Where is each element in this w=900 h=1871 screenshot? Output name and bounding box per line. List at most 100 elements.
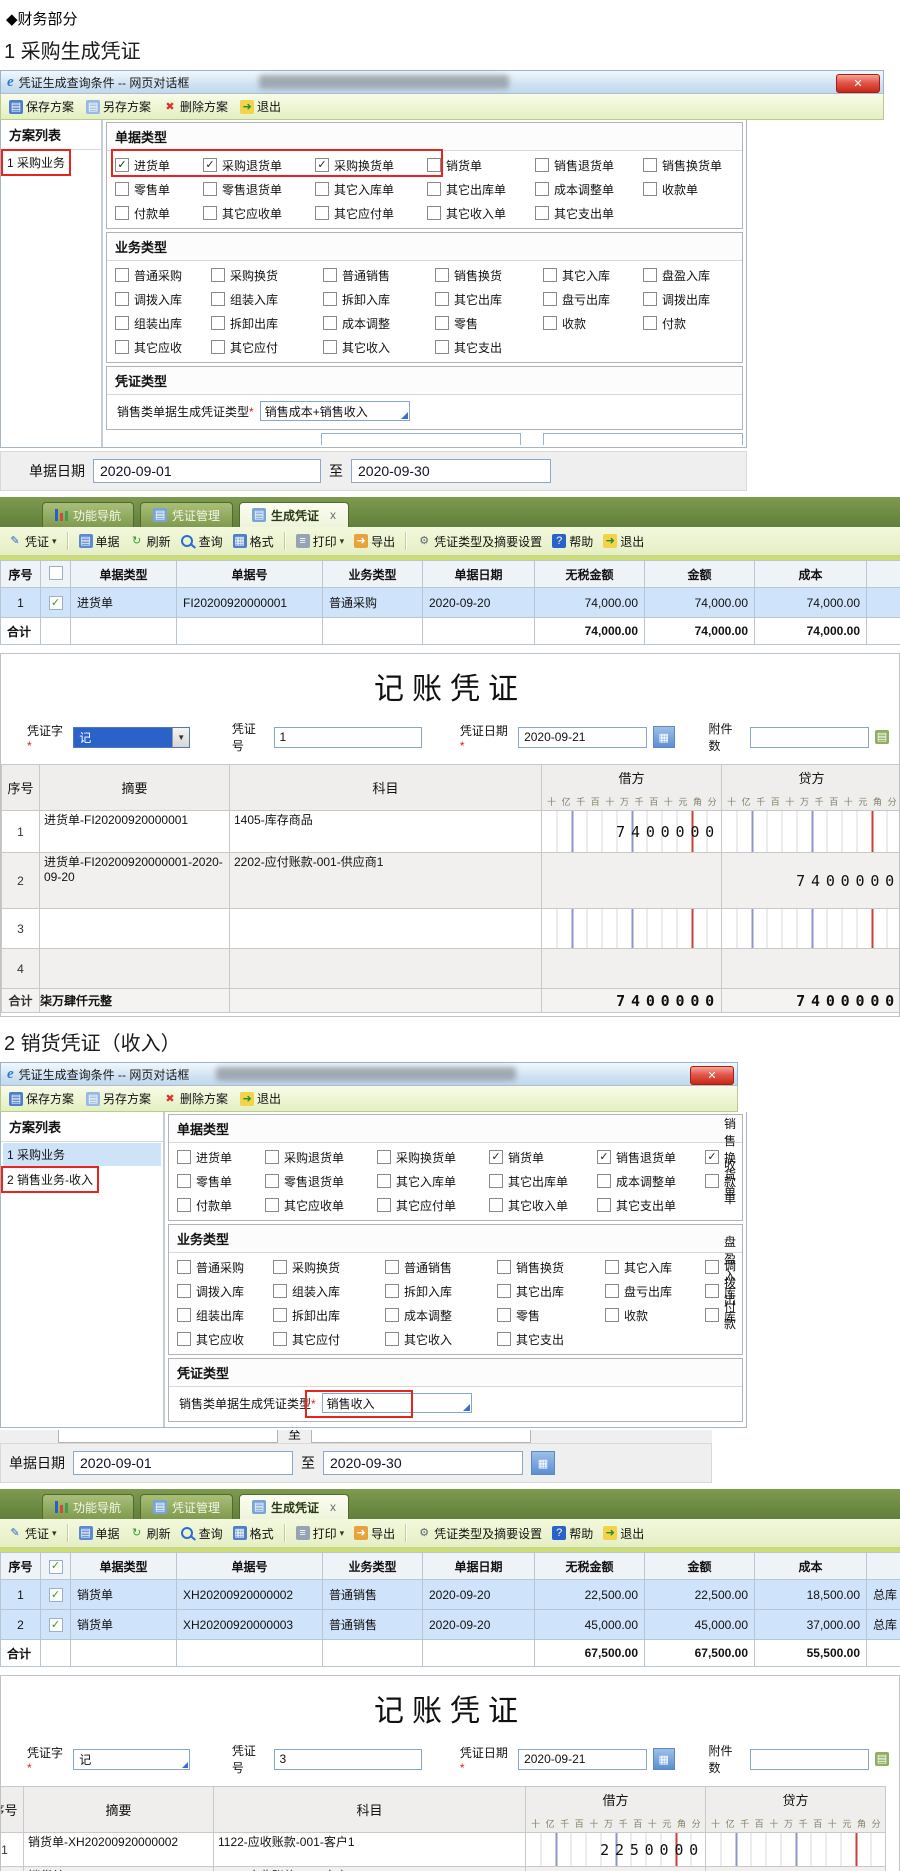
checkbox[interactable] xyxy=(211,340,225,354)
biz-type-option[interactable]: 调拨出库 xyxy=(704,1259,736,1324)
doc-type-option[interactable]: 其它支出单 xyxy=(596,1195,705,1215)
checkbox[interactable] xyxy=(496,1260,511,1274)
exit-button[interactable]: ➜ 退出 xyxy=(603,1525,644,1542)
biz-type-option[interactable]: 组装出库 xyxy=(176,1305,273,1325)
biz-type-option[interactable]: 采购换货 xyxy=(272,1257,385,1277)
doc-type-option[interactable]: 零售单 xyxy=(176,1171,265,1191)
doc-type-option[interactable]: 其它应付单 xyxy=(315,203,427,223)
voucher-word-select[interactable]: 记 ▼ xyxy=(73,726,191,748)
checkbox[interactable] xyxy=(435,340,449,354)
voucher-row[interactable]: 2 进货单-FI20200920000001-2020-09-20 2202-应付账… xyxy=(1,852,899,909)
tab-凭证管理[interactable]: ▤ 凭证管理 xyxy=(140,502,234,527)
checkbox[interactable] xyxy=(323,292,337,306)
checkbox[interactable] xyxy=(384,1284,399,1298)
doc-type-option[interactable]: ✓ 销货单 xyxy=(488,1147,597,1167)
checkbox[interactable] xyxy=(643,268,657,282)
doc-type-option[interactable]: ✓ 采购换货单 xyxy=(315,155,427,175)
checkbox[interactable] xyxy=(427,158,441,172)
biz-type-option[interactable]: 其它出库 xyxy=(435,289,543,309)
checkbox[interactable] xyxy=(488,1174,503,1188)
select-all-checkbox[interactable]: ✓ xyxy=(48,1559,63,1574)
checkbox[interactable] xyxy=(323,340,337,354)
checkbox[interactable] xyxy=(427,206,441,220)
voucher-row[interactable]: 3 xyxy=(1,908,899,949)
voucher-type-select[interactable]: 销售收入 xyxy=(321,1393,472,1413)
biz-type-option[interactable]: 调拨入库 xyxy=(115,289,211,309)
checkbox[interactable] xyxy=(543,292,557,306)
biz-type-option[interactable]: 调拨入库 xyxy=(176,1281,273,1301)
checkbox[interactable] xyxy=(376,1198,391,1212)
checkbox[interactable] xyxy=(643,316,657,330)
checkbox[interactable] xyxy=(496,1284,511,1298)
biz-type-option[interactable]: 其它支出 xyxy=(435,337,543,357)
document-button[interactable]: ▤ 单据 xyxy=(78,1525,120,1542)
voucher-no-input[interactable]: 1 xyxy=(273,726,423,748)
biz-type-option[interactable]: 零售 xyxy=(435,313,543,333)
table-row[interactable]: 1 ✓ 销货单 XH20200920000002 普通销售 2020-09-20 22,50… xyxy=(0,1579,900,1610)
checkbox[interactable] xyxy=(176,1284,191,1298)
close-button[interactable]: ✕ xyxy=(836,74,880,93)
delete-scheme-button[interactable]: ✖ 删除方案 xyxy=(163,98,228,115)
doc-type-option[interactable]: 其它应付单 xyxy=(376,1195,489,1215)
doc-type-option[interactable]: 其它应收单 xyxy=(203,203,315,223)
checkbox[interactable] xyxy=(535,206,549,220)
checkbox[interactable] xyxy=(203,206,217,220)
voucher-row[interactable]: 2销货单-XH202009200000031122-应收账款-002-客户245… xyxy=(1,1866,886,1871)
checkbox[interactable] xyxy=(176,1198,191,1212)
checkbox[interactable] xyxy=(211,316,225,330)
refresh-button[interactable]: ↻ 刷新 xyxy=(130,1525,171,1542)
date-from-input[interactable]: 2020-09-01 xyxy=(73,1451,293,1475)
voucher-row[interactable]: 4 xyxy=(1,948,899,989)
select-all-checkbox[interactable] xyxy=(48,565,63,580)
biz-type-option[interactable]: 盘亏出库 xyxy=(604,1281,705,1301)
checkbox[interactable] xyxy=(115,316,129,330)
search-button[interactable]: 查询 xyxy=(180,533,223,550)
biz-type-option[interactable]: 盘亏出库 xyxy=(543,289,643,309)
doc-type-option[interactable]: 收款单 xyxy=(643,179,736,199)
checkbox[interactable] xyxy=(596,1174,611,1188)
checkbox[interactable] xyxy=(643,158,657,172)
row-checkbox[interactable]: ✓ xyxy=(48,596,63,611)
calendar-button[interactable]: ▦ xyxy=(652,1748,675,1770)
dropdown-button[interactable]: ▼ xyxy=(172,727,190,747)
date-to-input[interactable]: 2020-09-30 xyxy=(323,1451,523,1475)
voucher-button[interactable]: ✎ 凭证 ▾ xyxy=(8,1525,56,1542)
calendar-button[interactable]: ▦ xyxy=(652,726,675,748)
checkbox[interactable] xyxy=(376,1150,391,1164)
tab-功能导航[interactable]: 功能导航 xyxy=(42,502,135,527)
checkbox[interactable] xyxy=(704,1284,719,1298)
biz-type-option[interactable]: 收款 xyxy=(543,313,643,333)
biz-type-option[interactable]: 其它入库 xyxy=(543,265,643,285)
tab-凭证管理[interactable]: ▤ 凭证管理 xyxy=(140,1494,234,1519)
checkbox[interactable] xyxy=(704,1308,719,1322)
doc-type-option[interactable]: ✓ 进货单 xyxy=(115,155,203,175)
tab-功能导航[interactable]: 功能导航 xyxy=(42,1494,135,1519)
doc-type-option[interactable]: 成本调整单 xyxy=(535,179,643,199)
biz-type-option[interactable]: 成本调整 xyxy=(384,1305,497,1325)
voucher-word-select[interactable]: 记 xyxy=(73,1748,191,1770)
doc-type-option[interactable]: 其它收入单 xyxy=(427,203,535,223)
print-button[interactable]: ≡ 打印 ▾ xyxy=(295,1525,344,1542)
close-button[interactable]: ✕ xyxy=(690,1066,734,1085)
save-scheme-button[interactable]: ▤ 保存方案 xyxy=(9,1090,74,1107)
save-as-scheme-button[interactable]: ▤ 另存方案 xyxy=(86,1090,151,1107)
checkbox[interactable] xyxy=(496,1332,511,1346)
doc-type-option[interactable]: ✓ 销售退货单 xyxy=(596,1147,705,1167)
biz-type-option[interactable]: 拆卸出库 xyxy=(272,1305,385,1325)
settings-button[interactable]: ⚙ 凭证类型及摘要设置 xyxy=(417,533,542,550)
checkbox[interactable] xyxy=(543,316,557,330)
checkbox[interactable]: ✓ xyxy=(203,158,217,172)
help-button[interactable]: ? 帮助 xyxy=(552,1525,593,1542)
table-row[interactable]: 1 ✓ 进货单 FI20200920000001 普通采购 2020-09-20 74,00… xyxy=(0,587,900,618)
table-row[interactable]: 2 ✓ 销货单 XH20200920000003 普通销售 2020-09-20 45,00… xyxy=(0,1609,900,1640)
doc-type-option[interactable]: 零售单 xyxy=(115,179,203,199)
checkbox[interactable] xyxy=(211,268,225,282)
checkbox[interactable] xyxy=(704,1260,719,1274)
attach-count-input[interactable] xyxy=(750,1748,869,1770)
exit-scheme-button[interactable]: ➜ 退出 xyxy=(240,1090,281,1107)
checkbox[interactable] xyxy=(488,1198,503,1212)
doc-type-option[interactable]: 付款单 xyxy=(115,203,203,223)
doc-type-option[interactable]: 其它应收单 xyxy=(264,1195,377,1215)
row-checkbox[interactable]: ✓ xyxy=(48,1588,63,1603)
tab-close-icon[interactable]: x xyxy=(330,508,337,522)
